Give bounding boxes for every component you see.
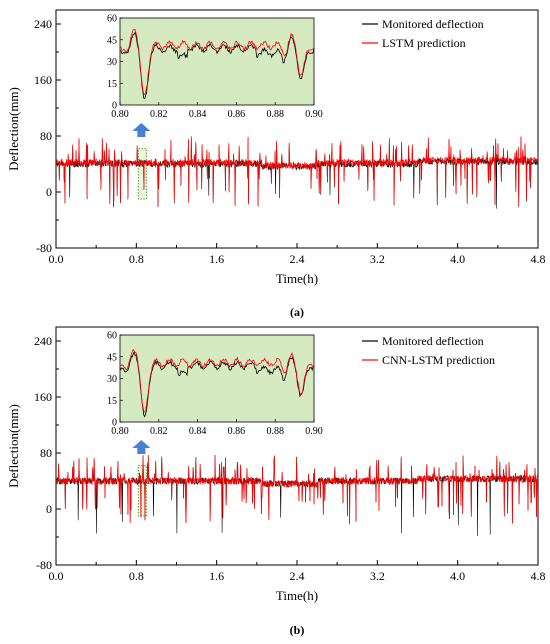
inset-x-tick-label: 0.90 [305, 109, 323, 120]
inset-x-tick-label: 0.88 [266, 109, 284, 120]
legend-label: LSTM prediction [382, 36, 466, 50]
inset-x-tick-label: 0.86 [228, 426, 246, 437]
legend-label: Monitored deflection [382, 17, 484, 31]
x-tick-label: 3.2 [370, 252, 385, 266]
panel-caption: (a) [290, 305, 304, 319]
y-tick-label: 240 [34, 334, 52, 348]
x-tick-label: 0.8 [129, 569, 144, 583]
y-tick-label: 240 [34, 17, 52, 31]
inset-y-tick-label: 45 [107, 352, 117, 363]
inset-frame [119, 17, 315, 106]
highlight-window [137, 465, 147, 517]
highlight-window [137, 148, 147, 200]
inset-x-tick-label: 0.90 [305, 426, 323, 437]
y-axis-label: Deflection(mm) [6, 404, 21, 488]
x-tick-label: 4.0 [450, 252, 465, 266]
inset-y-tick-label: 0 [112, 418, 117, 429]
zoom-arrow-icon [132, 123, 151, 137]
inset-x-tick-label: 0.86 [228, 109, 246, 120]
inset-y-tick-label: 0 [112, 101, 117, 112]
inset-x-tick-label: 0.80 [111, 426, 129, 437]
inset-y-tick-label: 60 [107, 14, 117, 25]
inset-series-prediction [119, 348, 315, 413]
x-axis-label: Time(h) [276, 271, 318, 286]
y-tick-label: 80 [40, 129, 52, 143]
inset-x-tick-label: 0.84 [189, 109, 207, 120]
inset-y-tick-label: 30 [107, 57, 117, 68]
y-tick-label: 160 [34, 73, 52, 87]
inset-y-tick-label: 60 [107, 331, 117, 342]
inset-frame [119, 334, 315, 423]
inset-x-tick-label: 0.88 [266, 426, 284, 437]
x-axis-label: Time(h) [276, 588, 318, 603]
x-tick-label: 0.0 [49, 569, 64, 583]
y-tick-label: 160 [34, 390, 52, 404]
y-tick-label: 0 [46, 185, 52, 199]
inset-y-tick-label: 15 [107, 79, 117, 90]
x-tick-label: 4.8 [531, 569, 546, 583]
y-tick-label: -80 [36, 241, 52, 255]
y-axis-label: Deflection(mm) [6, 87, 21, 171]
legend-label: CNN-LSTM prediction [382, 353, 495, 367]
inset-y-tick-label: 45 [107, 35, 117, 46]
x-tick-label: 1.6 [209, 252, 224, 266]
y-tick-label: -80 [36, 558, 52, 572]
series-line-prediction [55, 455, 539, 524]
y-tick-label: 80 [40, 446, 52, 460]
inset-series-prediction [119, 28, 315, 95]
x-tick-label: 3.2 [370, 569, 385, 583]
x-tick-label: 0.0 [49, 252, 64, 266]
series-line-prediction [55, 136, 539, 206]
panel-a: -80 0 80 160 240 0.0 0.8 1.6 2.4 3.2 4.0 4.8 Time(h)… [6, 9, 546, 319]
zoom-arrow-icon [132, 440, 151, 454]
panel-b: -80 0 80 160 240 0.0 0.8 1.6 2.4 3.2 4.0 4.8 Time(h)… [6, 326, 546, 637]
x-tick-label: 2.4 [290, 252, 305, 266]
inset-y-tick-label: 15 [107, 396, 117, 407]
x-tick-label: 0.8 [129, 252, 144, 266]
inset-x-tick-label: 0.80 [111, 109, 129, 120]
x-tick-label: 4.8 [531, 252, 546, 266]
inset-y-tick-label: 30 [107, 374, 117, 385]
legend-label: Monitored deflection [382, 334, 484, 348]
inset-x-tick-label: 0.82 [150, 426, 168, 437]
x-tick-label: 1.6 [209, 569, 224, 583]
inset-series-monitored [119, 31, 315, 100]
inset-x-tick-label: 0.82 [150, 109, 168, 120]
panel-caption: (b) [290, 623, 305, 637]
inset-series-monitored [119, 350, 315, 418]
inset-x-tick-label: 0.84 [189, 426, 207, 437]
y-tick-label: 0 [46, 502, 52, 516]
x-tick-label: 4.0 [450, 569, 465, 583]
x-tick-label: 2.4 [290, 569, 305, 583]
